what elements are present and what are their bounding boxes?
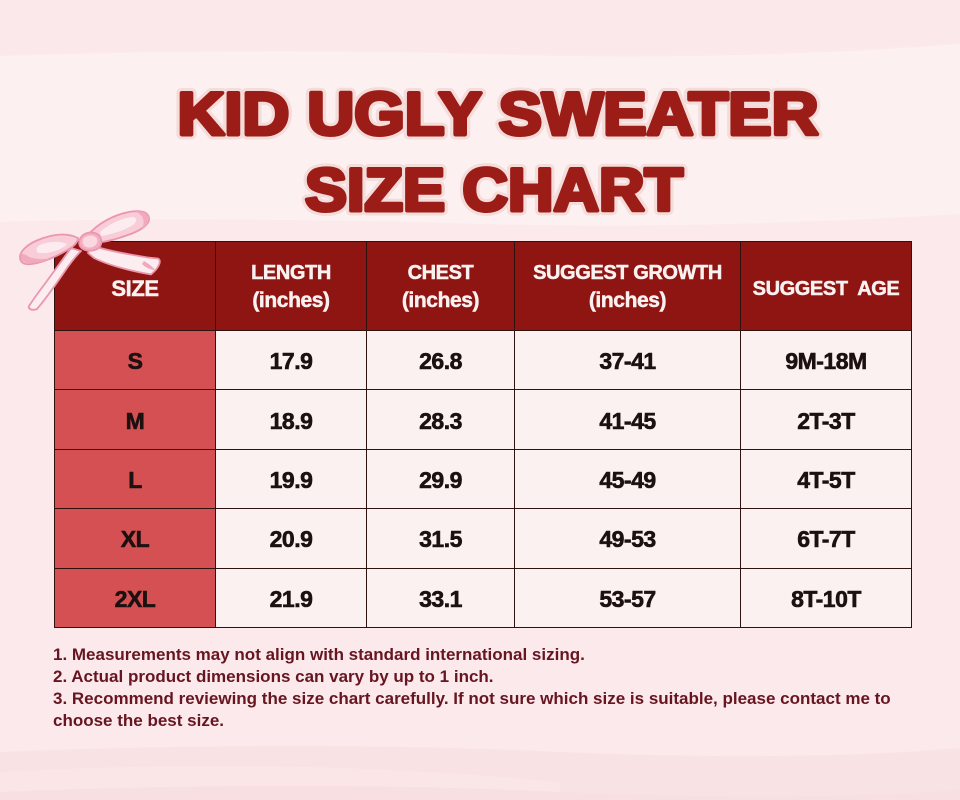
svg-text:SIZE CHART: SIZE CHART xyxy=(305,157,683,224)
svg-text:SIZE CHART: SIZE CHART xyxy=(305,157,683,224)
svg-text:KID UGLY SWEATER: KID UGLY SWEATER xyxy=(178,81,819,148)
svg-text:KID UGLY SWEATER: KID UGLY SWEATER xyxy=(178,81,819,148)
